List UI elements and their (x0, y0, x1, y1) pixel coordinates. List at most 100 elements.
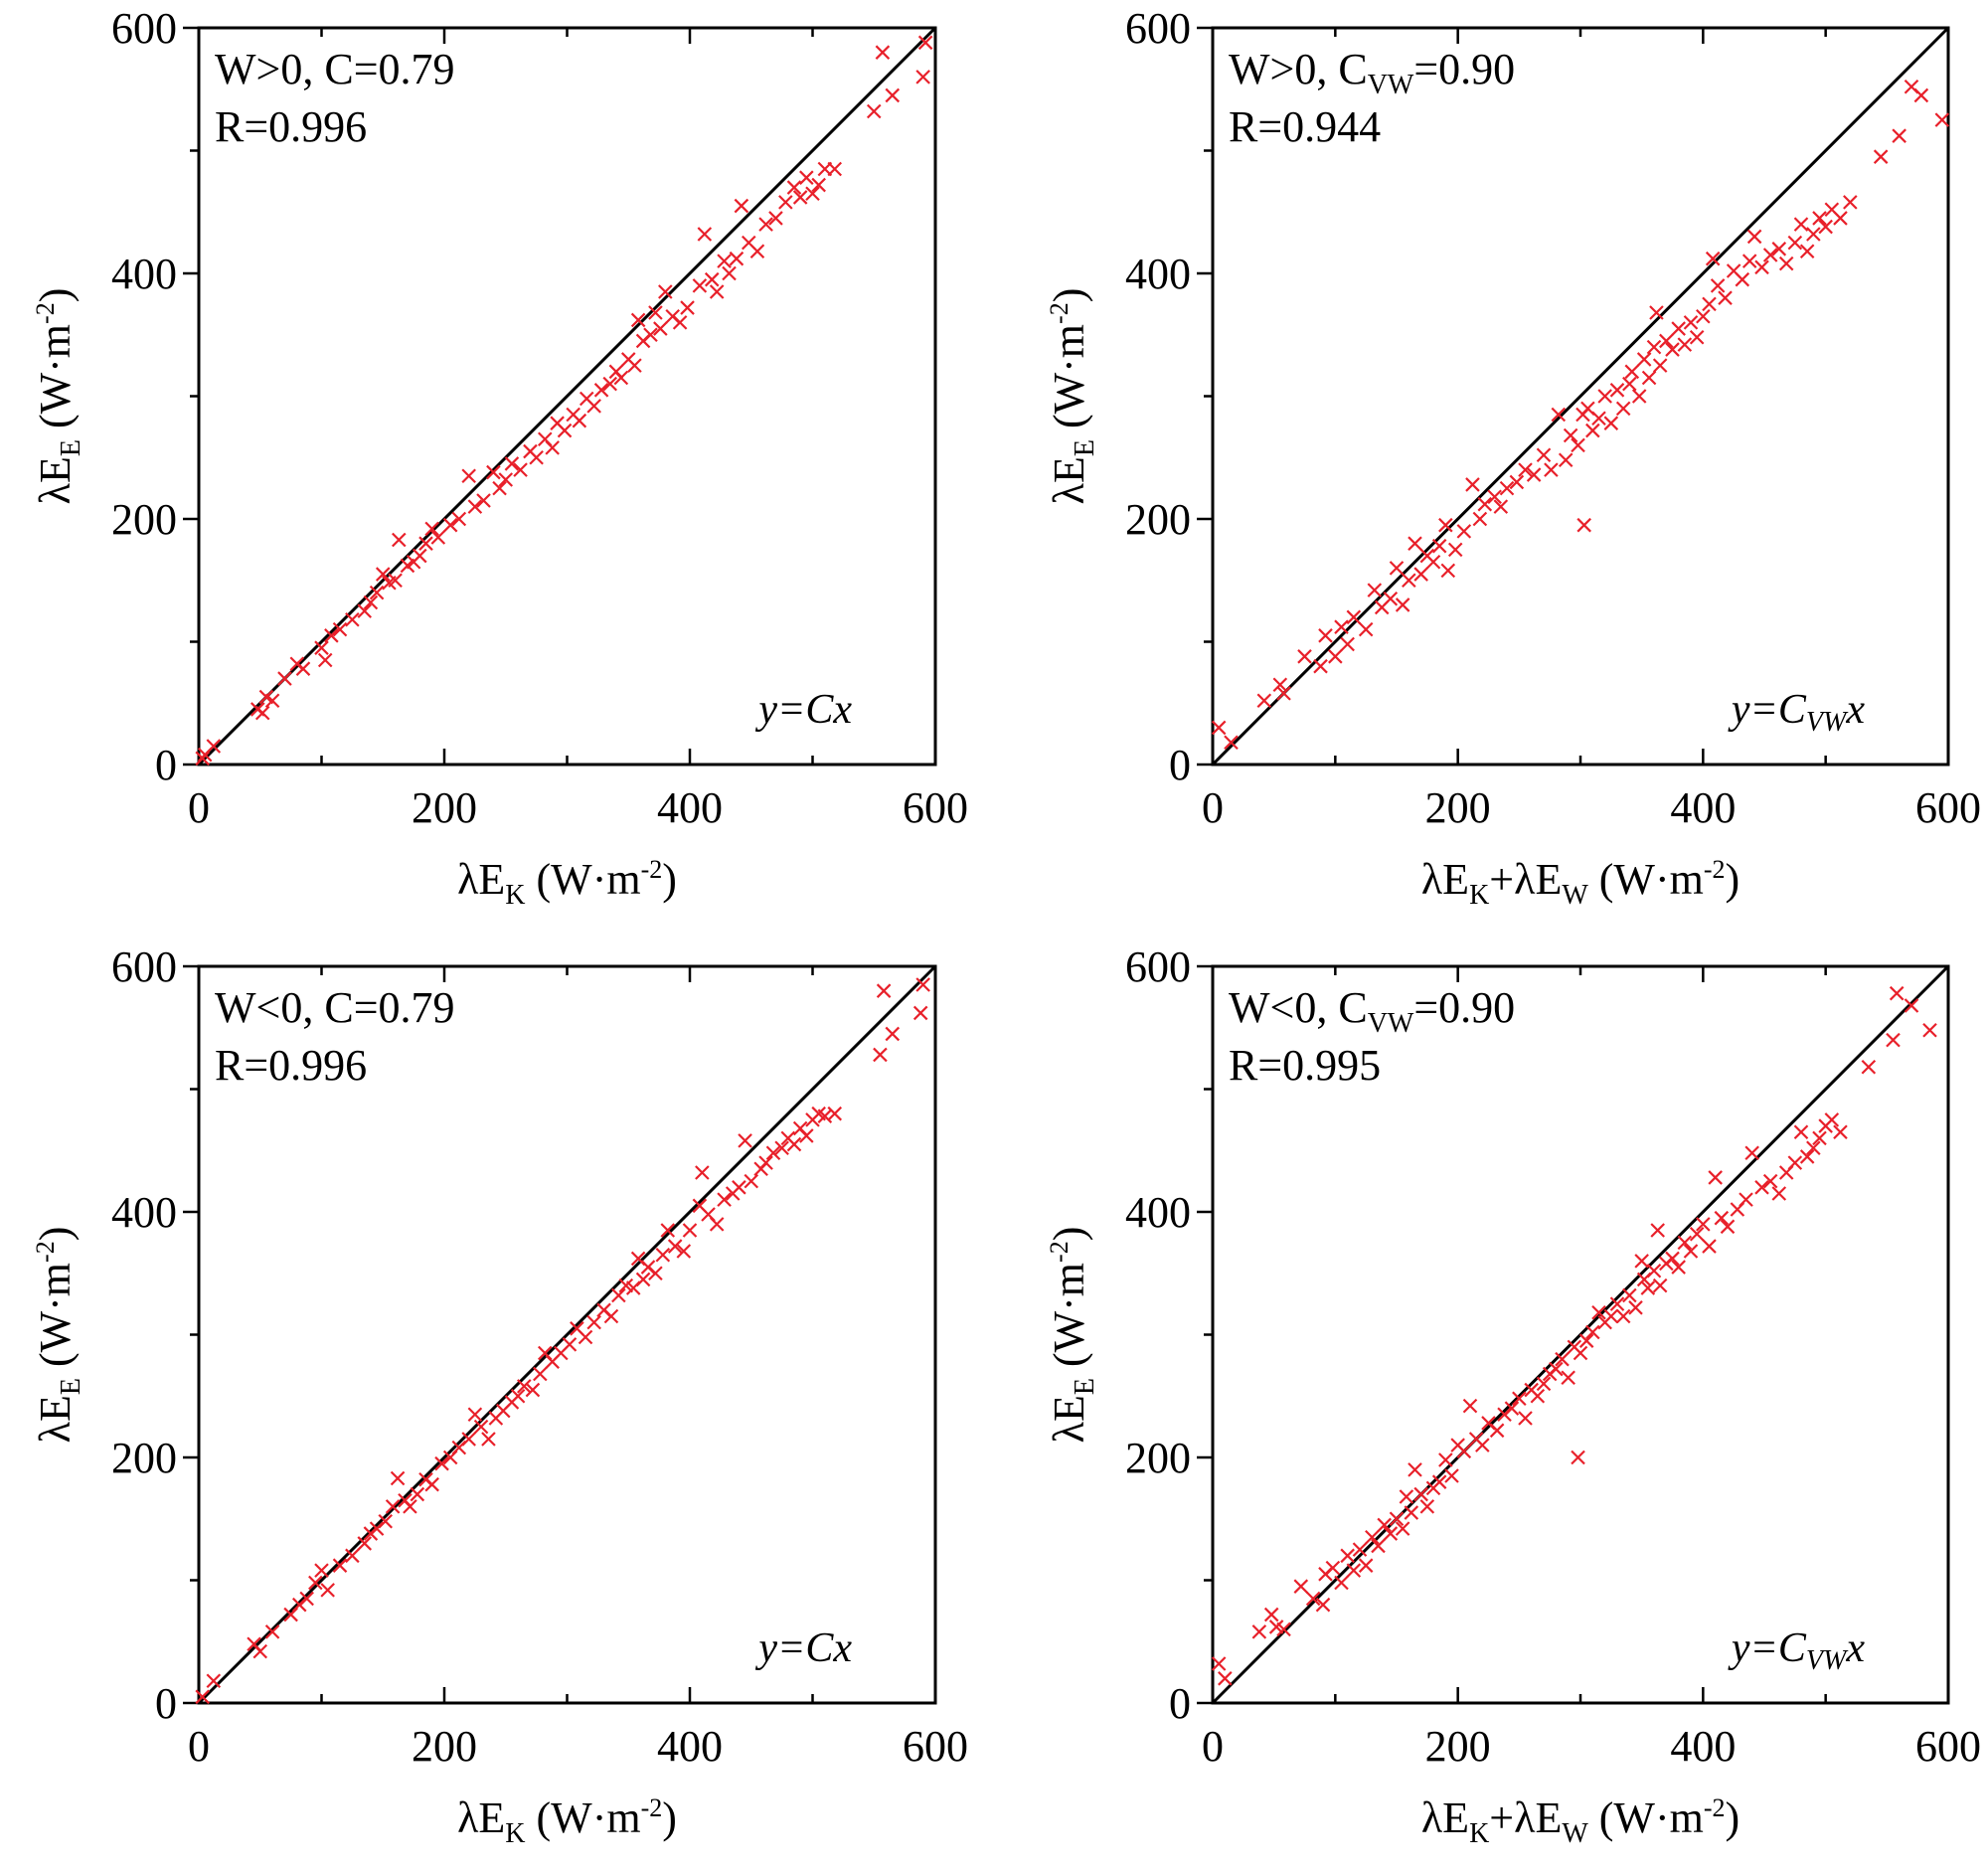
data-point (206, 739, 222, 754)
data-point (1563, 427, 1578, 443)
data-point (1325, 1560, 1341, 1576)
data-point (1652, 1278, 1668, 1293)
data-point (1328, 649, 1343, 664)
data-point (1365, 1530, 1380, 1545)
data-point (697, 227, 713, 242)
data-point (676, 1244, 692, 1259)
data-point (627, 358, 642, 373)
data-point (1431, 538, 1447, 554)
x-tick-label: 0 (1202, 783, 1224, 832)
x-axis-label: λEK+λEW (W·m-2) (1421, 855, 1740, 911)
data-point (1558, 452, 1574, 467)
data-point (1702, 1239, 1717, 1254)
x-axis-label-main: λE (457, 1793, 505, 1842)
x-tick-label: 400 (1670, 1722, 1736, 1771)
data-point (345, 1548, 360, 1564)
data-point (1739, 1192, 1753, 1207)
data-point (1799, 1149, 1815, 1164)
y-tick-label: 0 (155, 741, 177, 789)
data-point (1778, 256, 1794, 271)
data-point (1889, 985, 1905, 1001)
data-point (1636, 352, 1652, 367)
data-point (1334, 619, 1349, 634)
data-point (1571, 437, 1585, 453)
data-point (467, 499, 483, 514)
data-point (1358, 1558, 1374, 1573)
annotation-condition-sub: VW (1368, 70, 1414, 100)
y-axis-label-unit-sup: -2 (1045, 302, 1074, 324)
data-point (1646, 339, 1662, 355)
x-axis-label-mid: +λE (1489, 855, 1562, 904)
x-tick-label: 200 (412, 1722, 477, 1771)
data-point (1754, 259, 1769, 275)
x-axis-label-sub: K (505, 880, 525, 911)
data-point (1812, 211, 1827, 226)
data-point (1787, 235, 1803, 251)
data-point (768, 211, 783, 226)
data-point (314, 1563, 329, 1578)
data-point (1487, 489, 1502, 505)
data-point (1318, 628, 1333, 643)
data-point (1640, 1280, 1656, 1295)
data-point (738, 1133, 752, 1148)
x-axis-label-unit: (W·m (1588, 855, 1704, 904)
data-point (717, 1192, 732, 1207)
x-tick-label: 0 (188, 1722, 210, 1771)
data-point (672, 315, 688, 330)
data-point (1787, 1155, 1803, 1170)
data-point (1389, 1511, 1405, 1527)
data-point (1634, 1254, 1649, 1269)
data-point (1340, 1548, 1355, 1564)
x-tick-label: 0 (188, 783, 210, 832)
x-axis-label-mid: +λE (1489, 1793, 1562, 1842)
data-point (1413, 567, 1428, 582)
y-tick-label: 400 (1125, 250, 1191, 298)
data-point (545, 440, 560, 455)
data-point (1571, 1449, 1585, 1465)
data-point (866, 103, 882, 119)
data-point (1806, 227, 1821, 242)
data-point (1408, 1462, 1422, 1477)
y-axis-label-sub: E (1070, 439, 1100, 456)
equation-pre: y=C (754, 687, 834, 733)
data-point (1276, 1621, 1291, 1637)
data-point (1438, 1452, 1453, 1467)
data-point (1609, 1296, 1625, 1311)
x-axis-label-unit-close: ) (1726, 855, 1740, 904)
data-point (1456, 524, 1472, 539)
data-point (1404, 1505, 1419, 1520)
annotation-condition: W>0, C=0.79 (215, 45, 455, 93)
annotation-r-value: R=0.995 (1229, 1041, 1381, 1090)
data-point (1754, 1180, 1769, 1195)
data-point (1340, 636, 1355, 652)
data-point (917, 35, 933, 51)
x-tick-label: 200 (1425, 783, 1491, 832)
data-point (317, 652, 333, 668)
data-point (695, 1165, 710, 1180)
data-point (562, 1337, 578, 1352)
data-point (1646, 1264, 1662, 1278)
data-point (603, 1308, 619, 1324)
y-tick-label: 0 (1169, 1679, 1191, 1728)
x-axis-label-sub2: W (1562, 880, 1588, 911)
data-point (635, 1272, 651, 1287)
y-tick-label: 200 (1125, 495, 1191, 544)
data-point (385, 1499, 401, 1514)
data-point (1861, 1059, 1877, 1075)
y-axis-label-unit-close: ) (31, 1227, 80, 1242)
annotation-condition-tail: =0.90 (1413, 45, 1515, 93)
data-point (1425, 554, 1441, 570)
data-point (1624, 364, 1640, 380)
data-point (680, 300, 695, 315)
annotation-condition-text: W>0, C (1229, 45, 1368, 93)
data-point (734, 198, 749, 214)
annotation-condition: W>0, CVW=0.90 (1229, 45, 1515, 100)
data-point (1628, 1300, 1643, 1315)
x-tick-label: 600 (903, 1722, 968, 1771)
data-point (1609, 383, 1625, 398)
y-axis-label: λEE (W·m-2) (31, 1227, 86, 1444)
data-point (481, 1432, 496, 1447)
x-axis-label-unit-close: ) (662, 855, 677, 904)
